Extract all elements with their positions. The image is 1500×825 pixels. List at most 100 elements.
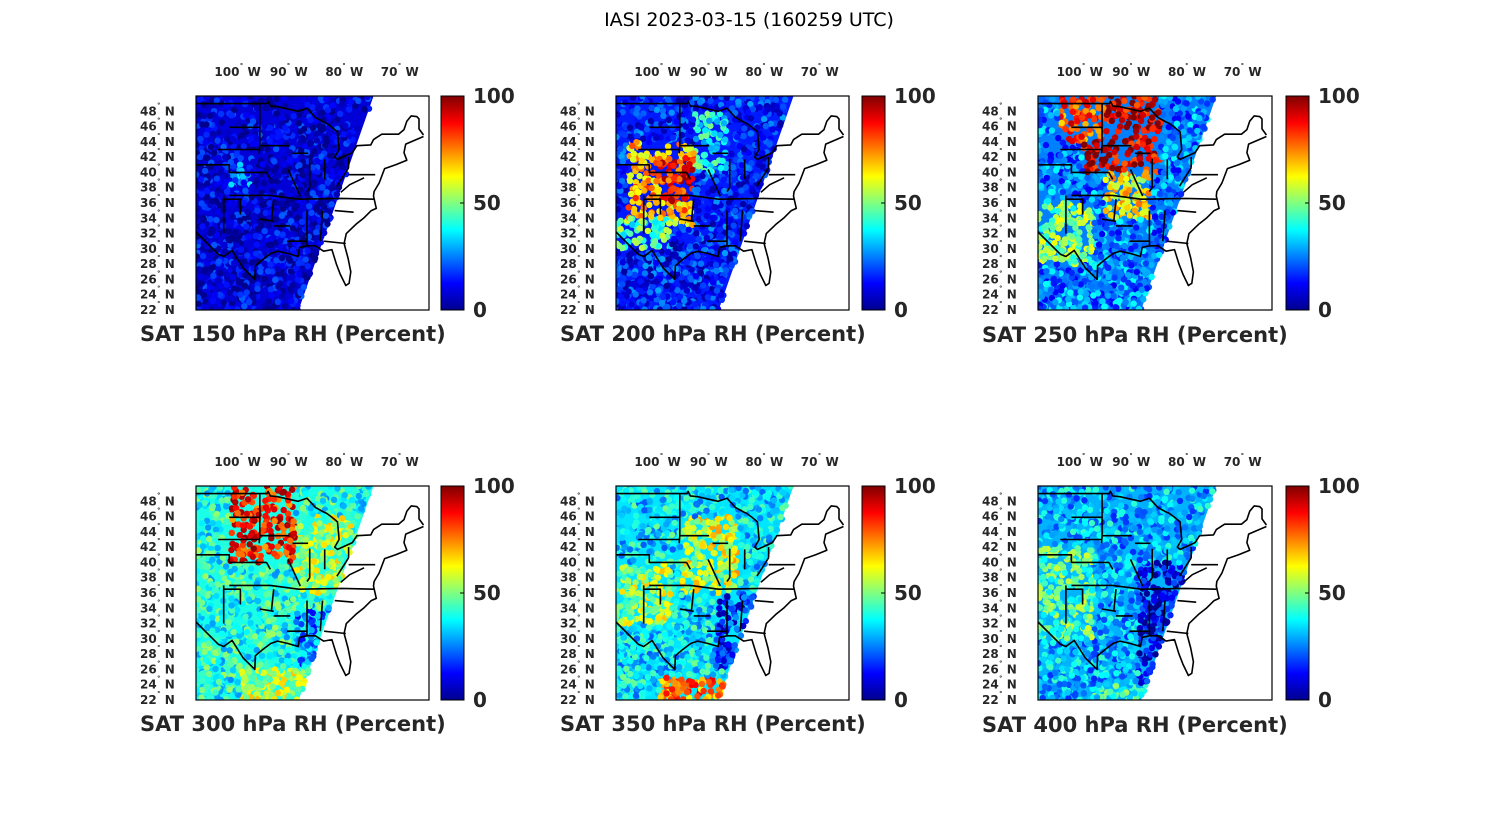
observation-dot xyxy=(325,130,333,138)
observation-dot xyxy=(249,183,256,191)
observation-dot xyxy=(671,259,678,266)
observation-dot xyxy=(766,141,773,148)
observation-dot xyxy=(1085,186,1092,193)
colorbar-tick-label: 100 xyxy=(473,84,515,108)
observation-dot xyxy=(1133,133,1140,140)
lon-tick-label: 100˚ W xyxy=(214,62,260,79)
observation-dot xyxy=(1088,245,1095,253)
lat-tick-label: 44˚ N xyxy=(560,132,595,149)
state-boundary xyxy=(1166,240,1189,245)
observation-dot xyxy=(290,113,297,120)
observation-dot xyxy=(1119,254,1127,262)
observation-dot xyxy=(681,297,688,305)
observation-dot xyxy=(231,106,238,114)
observation-dot xyxy=(634,105,641,112)
observation-dot xyxy=(698,114,706,121)
observation-dot xyxy=(258,201,266,209)
observation-dot xyxy=(200,291,208,299)
observation-dot xyxy=(261,260,268,268)
observation-dot xyxy=(233,622,240,629)
observation-dot xyxy=(1148,273,1155,280)
observation-dot xyxy=(683,259,690,266)
observation-dot xyxy=(1147,256,1154,264)
observation-dot xyxy=(1059,256,1066,263)
observation-dot xyxy=(264,268,272,275)
observation-dot xyxy=(1111,134,1119,141)
observation-dot xyxy=(228,181,235,188)
figure-title: IASI 2023-03-15 (160259 UTC) xyxy=(604,9,894,31)
observation-dot xyxy=(304,247,311,254)
observation-dot xyxy=(239,132,246,139)
observation-dot xyxy=(1070,205,1077,212)
observation-dot xyxy=(649,231,656,238)
map-outlines xyxy=(616,100,845,287)
state-boundary xyxy=(643,198,662,215)
observation-dot xyxy=(232,229,239,236)
observation-dot xyxy=(748,177,756,184)
lat-tick-label: 40˚ N xyxy=(560,162,595,179)
observation-dot xyxy=(1111,274,1118,281)
observation-dot xyxy=(1054,110,1061,117)
observation-dot xyxy=(1058,287,1065,294)
observation-dot xyxy=(638,244,646,252)
observation-dot xyxy=(1135,305,1143,310)
observation-dot xyxy=(255,304,263,310)
observation-dot xyxy=(1125,149,1132,156)
observation-dot xyxy=(196,171,200,178)
observation-dot xyxy=(676,188,683,195)
observation-dot xyxy=(1149,125,1156,133)
observation-dot xyxy=(706,117,713,124)
observation-dot xyxy=(689,166,696,173)
observation-dot xyxy=(619,300,626,307)
observation-dot xyxy=(1058,247,1066,255)
observation-dot xyxy=(706,137,713,145)
observation-dot xyxy=(279,231,286,238)
observation-dot xyxy=(629,96,637,101)
observation-dot xyxy=(277,200,284,208)
observation-dot xyxy=(217,282,225,290)
observation-dot xyxy=(1081,141,1088,148)
observation-dot xyxy=(317,96,325,102)
observation-dot xyxy=(240,199,247,206)
observation-dot xyxy=(637,163,645,170)
state-boundary xyxy=(287,169,302,197)
observation-dot xyxy=(678,223,685,231)
observation-dot xyxy=(692,135,700,143)
observation-dot xyxy=(243,510,250,517)
state-boundary xyxy=(336,167,350,187)
coastline xyxy=(1038,135,1267,287)
observation-dot xyxy=(760,134,767,141)
observation-dot xyxy=(633,239,640,247)
observation-dot xyxy=(1176,110,1183,117)
observation-dot xyxy=(223,188,231,195)
lat-tick-label: 24˚ N xyxy=(982,285,1017,302)
colorbar-tick-label: 100 xyxy=(894,84,936,108)
observation-dot xyxy=(616,96,620,101)
observation-dot xyxy=(713,198,720,206)
observation-dot xyxy=(754,124,761,131)
observation-dot xyxy=(1196,114,1203,122)
observation-dot xyxy=(681,164,688,172)
state-boundary xyxy=(1071,194,1217,200)
observation-dot xyxy=(717,131,724,139)
state-boundary xyxy=(1177,209,1197,213)
observation-dot xyxy=(722,210,730,218)
observation-dot xyxy=(619,259,626,266)
observation-dot xyxy=(1150,229,1158,236)
observation-dot xyxy=(267,124,274,132)
observation-dot xyxy=(1107,96,1115,100)
observation-dot xyxy=(1154,236,1161,244)
observation-dot xyxy=(700,152,707,159)
state-boundary xyxy=(229,194,374,200)
observation-dot xyxy=(1091,219,1098,227)
observation-dot xyxy=(695,235,702,243)
observation-dot xyxy=(1063,182,1070,189)
observation-dot xyxy=(267,261,274,268)
observation-dot xyxy=(1108,230,1116,237)
observation-dot xyxy=(306,270,314,277)
observation-dot xyxy=(1140,127,1148,134)
observation-dot xyxy=(196,153,204,161)
observation-dot xyxy=(747,115,755,122)
observation-dot xyxy=(1113,242,1120,250)
observation-dot xyxy=(228,218,235,225)
